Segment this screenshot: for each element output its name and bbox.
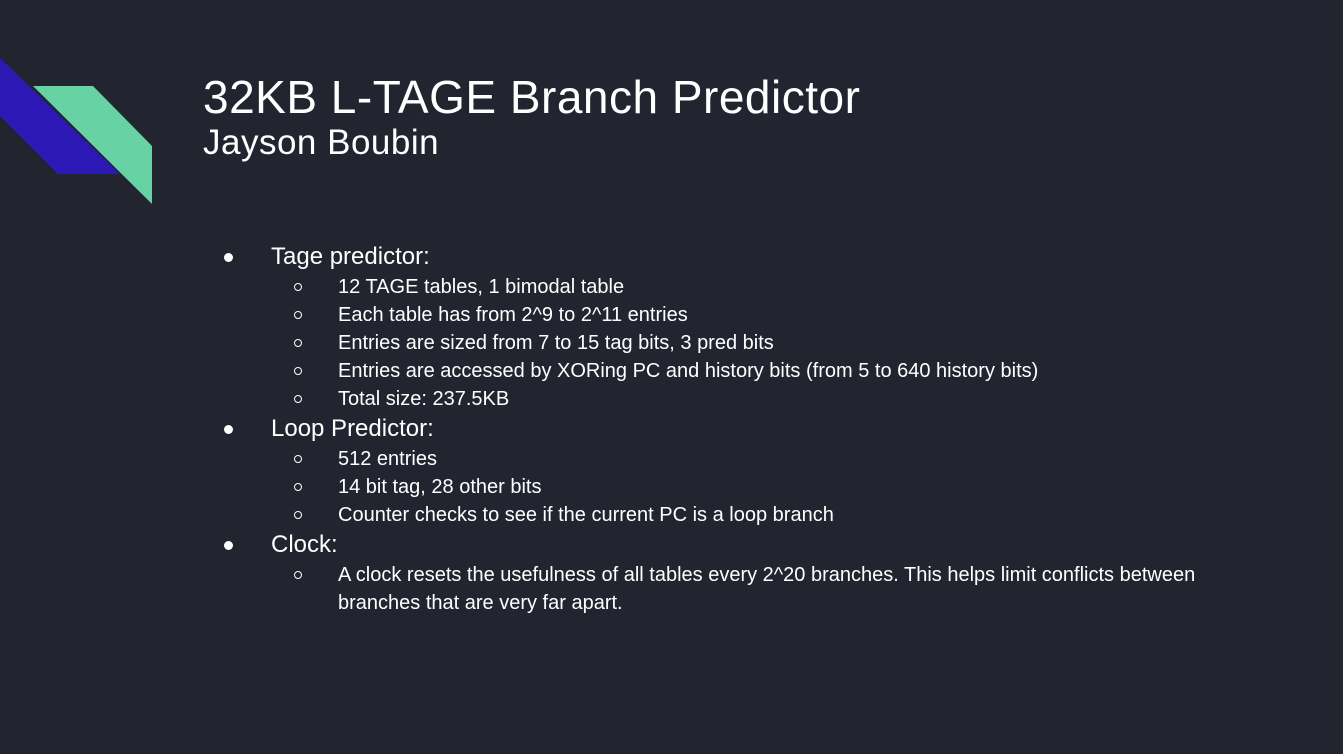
sub-bullet-item: Total size: 237.5KB xyxy=(271,385,1220,413)
sub-bullet-item: A clock resets the usefulness of all tab… xyxy=(271,561,1220,617)
sub-bullet-text: 12 TAGE tables, 1 bimodal table xyxy=(338,276,625,298)
sub-bullet-text: Each table has from 2^9 to 2^11 entries xyxy=(338,304,688,326)
bullet-circle-icon xyxy=(294,511,302,519)
bullet-circle-icon xyxy=(294,395,302,403)
slide-title: 32KB L-TAGE Branch Predictor xyxy=(203,71,861,123)
sub-bullet-text: Entries are accessed by XORing PC and hi… xyxy=(338,360,1039,382)
bullet-list: Tage predictor: 12 TAGE tables, 1 bimoda… xyxy=(220,241,1220,617)
bullet-circle-icon xyxy=(294,483,302,491)
sub-bullet-item: Entries are accessed by XORing PC and hi… xyxy=(271,357,1220,385)
sub-bullet-item: Counter checks to see if the current PC … xyxy=(271,501,1220,529)
bullet-disc-icon xyxy=(224,541,233,550)
slide-subtitle: Jayson Boubin xyxy=(203,123,440,162)
bullet-label: Clock: xyxy=(271,531,338,558)
bullet-label: Loop Predictor: xyxy=(271,415,434,442)
sub-bullet-item: 14 bit tag, 28 other bits xyxy=(271,473,1220,501)
sub-bullet-list: 12 TAGE tables, 1 bimodal table Each tab… xyxy=(271,273,1220,413)
bullet-loop-predictor: Loop Predictor: 512 entries 14 bit tag, … xyxy=(220,413,1220,529)
bullet-circle-icon xyxy=(294,367,302,375)
slide-body: Tage predictor: 12 TAGE tables, 1 bimoda… xyxy=(220,241,1220,617)
bullet-circle-icon xyxy=(294,571,302,579)
bullet-label: Tage predictor: xyxy=(271,243,430,270)
bullet-disc-icon xyxy=(224,425,233,434)
sub-bullet-list: 512 entries 14 bit tag, 28 other bits Co… xyxy=(271,445,1220,529)
sub-bullet-text: A clock resets the usefulness of all tab… xyxy=(338,564,1196,614)
sub-bullet-item: Each table has from 2^9 to 2^11 entries xyxy=(271,301,1220,329)
sub-bullet-item: Entries are sized from 7 to 15 tag bits,… xyxy=(271,329,1220,357)
bullet-circle-icon xyxy=(294,455,302,463)
bullet-disc-icon xyxy=(224,253,233,262)
sub-bullet-item: 512 entries xyxy=(271,445,1220,473)
blue-stripe-shape xyxy=(0,58,120,174)
bullet-tage-predictor: Tage predictor: 12 TAGE tables, 1 bimoda… xyxy=(220,241,1220,413)
bullet-circle-icon xyxy=(294,311,302,319)
sub-bullet-list: A clock resets the usefulness of all tab… xyxy=(271,561,1220,617)
sub-bullet-text: 512 entries xyxy=(338,448,437,470)
sub-bullet-text: Counter checks to see if the current PC … xyxy=(338,504,834,526)
sub-bullet-text: Entries are sized from 7 to 15 tag bits,… xyxy=(338,332,774,354)
bullet-circle-icon xyxy=(294,339,302,347)
bullet-clock: Clock: A clock resets the usefulness of … xyxy=(220,529,1220,617)
sub-bullet-text: Total size: 237.5KB xyxy=(338,388,510,410)
sub-bullet-text: 14 bit tag, 28 other bits xyxy=(338,476,542,498)
bullet-circle-icon xyxy=(294,283,302,291)
corner-decoration xyxy=(0,58,152,204)
sub-bullet-item: 12 TAGE tables, 1 bimodal table xyxy=(271,273,1220,301)
green-stripe-shape xyxy=(33,86,152,204)
